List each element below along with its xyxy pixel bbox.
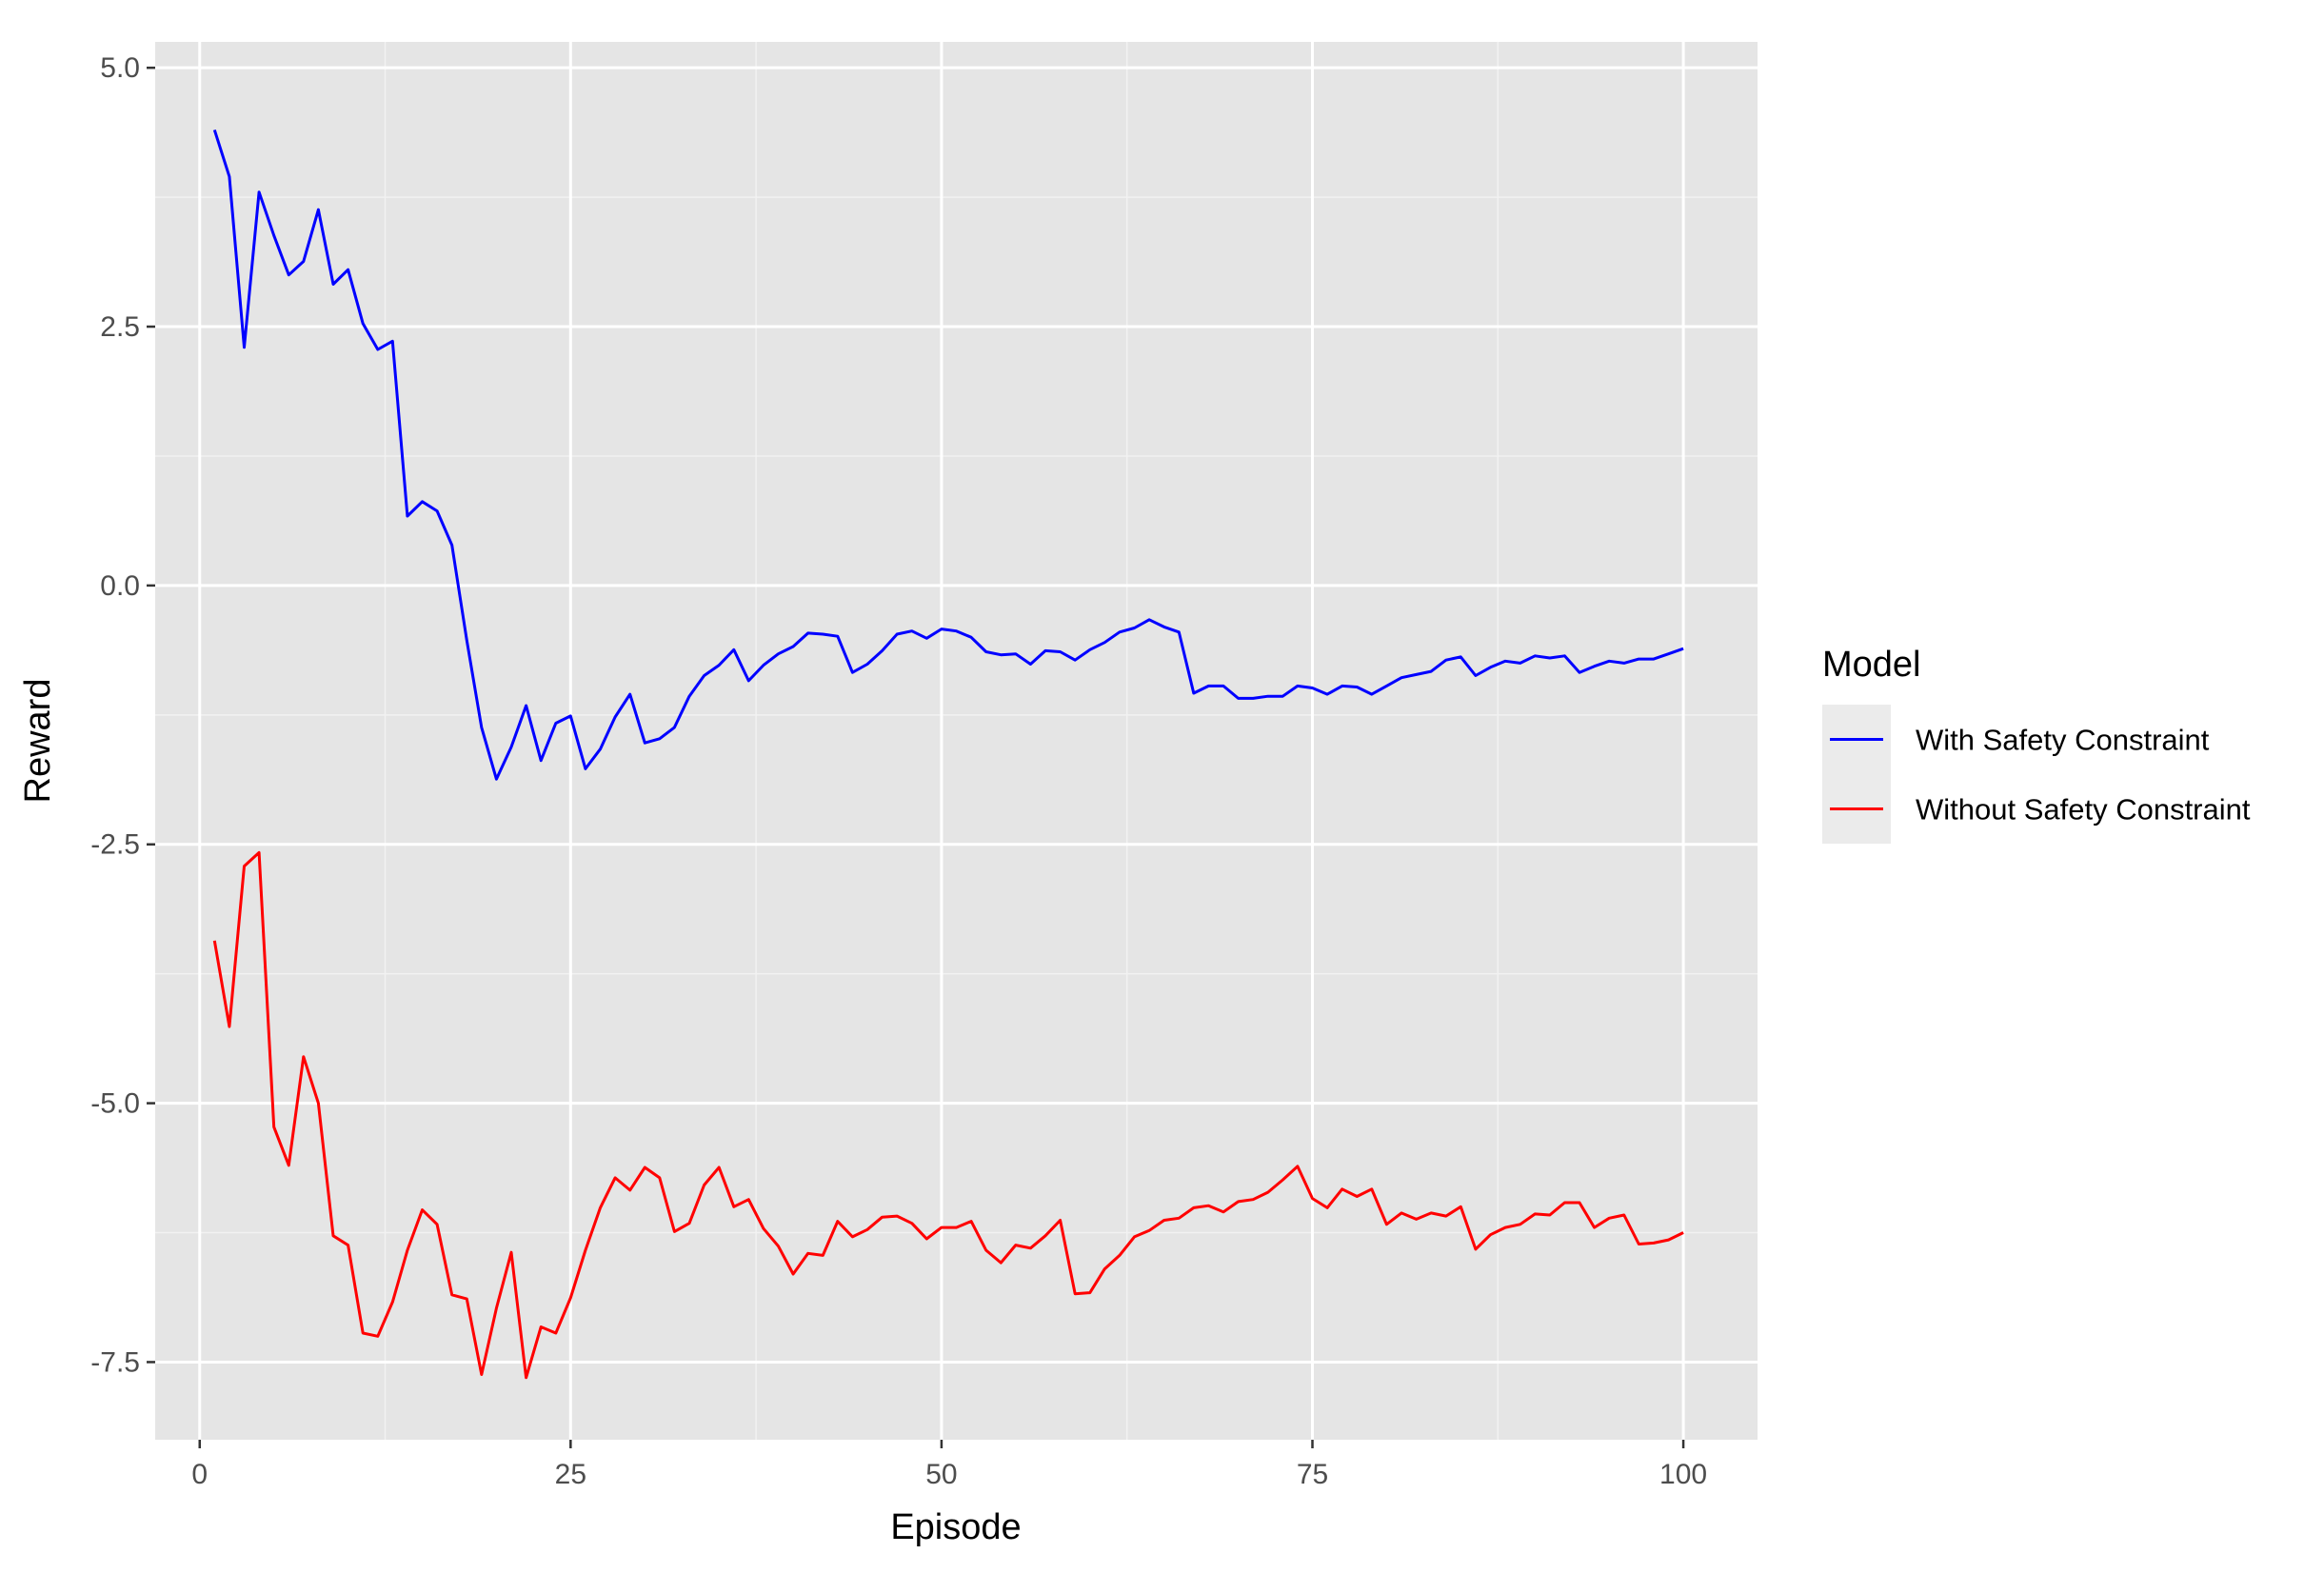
- y-tick-label: 0.0: [100, 570, 140, 602]
- legend-label: With Safety Constraint: [1916, 724, 2210, 757]
- series-line-2: [212, 850, 1684, 1380]
- y-axis: 5.0 2.5 0.0 -2.5 -5.0 -7.5: [90, 52, 155, 1378]
- y-tick-label: 2.5: [100, 311, 140, 343]
- x-axis: 0 25 50 75 100: [191, 1440, 1707, 1490]
- y-axis-title: Reward: [18, 679, 58, 804]
- x-tick-label: 25: [555, 1459, 586, 1490]
- plot-panel-background: [155, 42, 1758, 1440]
- series-line-1: [212, 129, 1684, 781]
- major-gridlines: [155, 42, 1758, 1440]
- y-tick-label: -7.5: [90, 1346, 140, 1378]
- series-lines: [212, 129, 1684, 1380]
- y-tick-label: 5.0: [100, 52, 140, 84]
- x-tick-label: 100: [1659, 1459, 1707, 1490]
- minor-gridlines: [155, 42, 1758, 1440]
- legend-label: Without Safety Constraint: [1916, 793, 2251, 827]
- x-tick-label: 75: [1297, 1459, 1328, 1490]
- y-tick-label: -2.5: [90, 829, 140, 861]
- x-tick-label: 0: [191, 1459, 208, 1490]
- x-axis-title: Episode: [890, 1507, 1021, 1547]
- legend-items: With Safety Constraint Without Safety Con…: [1822, 705, 2251, 844]
- legend: Model With Safety Constraint Without Safe…: [1822, 645, 2251, 844]
- legend-title: Model: [1822, 645, 1921, 685]
- y-tick-label: -5.0: [90, 1088, 140, 1120]
- x-tick-label: 50: [925, 1459, 957, 1490]
